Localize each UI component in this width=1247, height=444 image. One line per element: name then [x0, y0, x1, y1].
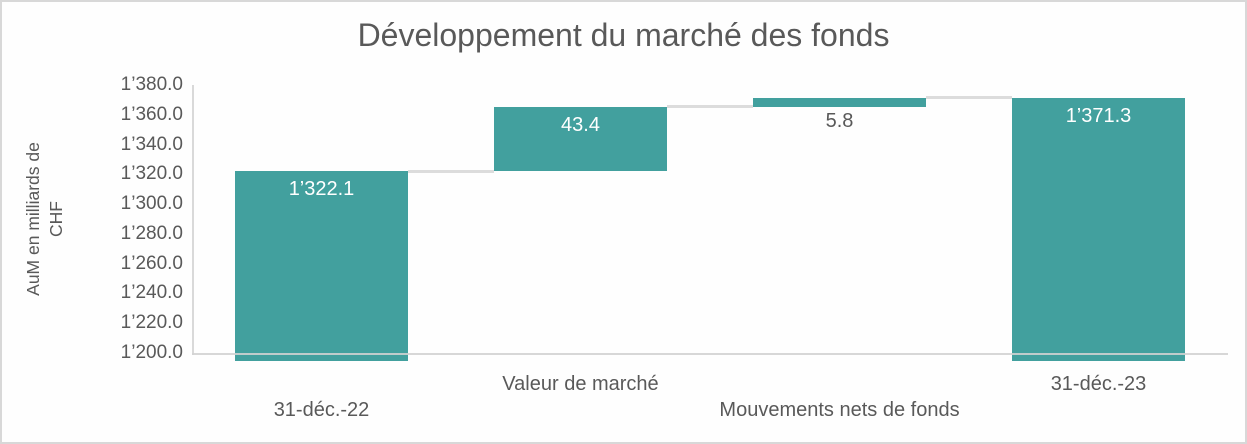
connector-line [408, 169, 494, 173]
x-category-label: 31-déc.-23 [1050, 373, 1147, 395]
waterfall-bar [494, 106, 667, 172]
bar-value-label: 5.8 [825, 109, 854, 132]
y-tick-label: 1’280.0 [120, 222, 183, 244]
y-axis-line [192, 85, 194, 355]
y-tick-label: 1’200.0 [120, 342, 183, 363]
y-tick-label: 1’380.0 [120, 74, 183, 95]
y-tick-label: 1’220.0 [120, 312, 183, 334]
bar-value-label: 1’371.3 [1065, 104, 1132, 127]
y-tick-label: 1’260.0 [120, 252, 183, 274]
y-tick-label: 1’360.0 [120, 103, 183, 125]
bar-value-label: 1’322.1 [288, 178, 355, 201]
x-category-label: Mouvements nets de fonds [719, 399, 960, 421]
bar-value-label: 43.4 [561, 113, 600, 136]
y-tick-label: 1’300.0 [120, 193, 183, 215]
waterfall-bar [753, 97, 926, 107]
x-axis-line [192, 353, 1228, 355]
x-category-label: 31-déc.-22 [273, 399, 370, 421]
waterfall-bar [235, 171, 408, 361]
waterfall-bar [1012, 97, 1185, 361]
y-tick-label: 1’320.0 [120, 163, 183, 185]
connector-line [667, 105, 753, 109]
chart-title: Développement du marché des fonds [357, 17, 890, 53]
y-tick-label: 1’240.0 [120, 282, 183, 304]
connector-line [926, 96, 1012, 100]
x-category-label: Valeur de marché [502, 373, 659, 395]
y-tick-label: 1’340.0 [120, 133, 183, 155]
